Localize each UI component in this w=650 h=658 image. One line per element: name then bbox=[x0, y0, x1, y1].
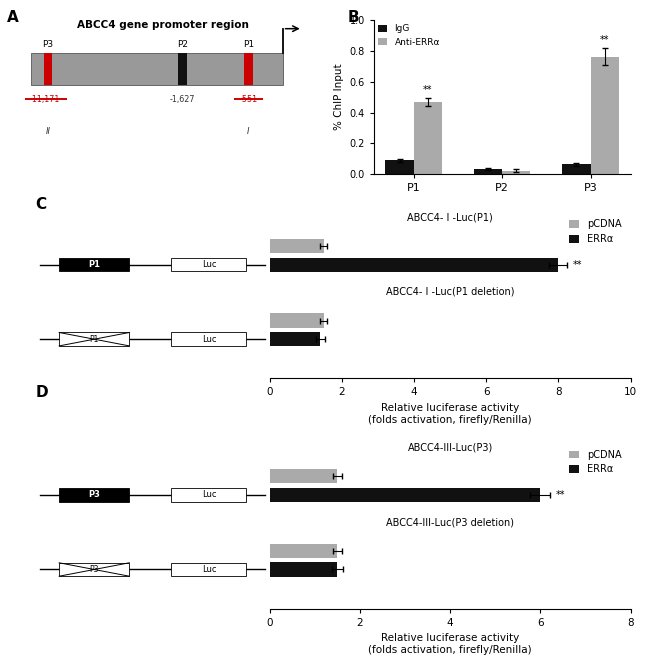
Text: **: ** bbox=[556, 490, 565, 500]
Text: Luc: Luc bbox=[202, 565, 216, 574]
Bar bbox=[270, 544, 337, 558]
Bar bbox=[178, 53, 187, 85]
Bar bbox=[172, 563, 246, 576]
Text: -551: -551 bbox=[239, 95, 257, 104]
Bar bbox=[270, 563, 337, 576]
Text: **: ** bbox=[423, 85, 433, 95]
Bar bbox=[591, 57, 619, 174]
Text: -1,627: -1,627 bbox=[170, 95, 195, 104]
Bar bbox=[385, 161, 413, 174]
Text: P1: P1 bbox=[242, 40, 254, 49]
Bar bbox=[172, 488, 246, 501]
Text: P3: P3 bbox=[88, 490, 100, 499]
Text: A: A bbox=[6, 10, 18, 25]
Text: P2: P2 bbox=[177, 40, 188, 49]
Bar bbox=[172, 332, 246, 346]
Bar bbox=[270, 257, 558, 272]
Text: ABCC4-III-Luc(P3): ABCC4-III-Luc(P3) bbox=[408, 443, 493, 453]
Bar bbox=[172, 258, 246, 271]
Text: Luc: Luc bbox=[202, 335, 216, 343]
Text: ABCC4 gene promoter region: ABCC4 gene promoter region bbox=[77, 20, 248, 30]
X-axis label: Relative luciferase activity
(folds activation, firefly/Renilla): Relative luciferase activity (folds acti… bbox=[369, 633, 532, 655]
Bar bbox=[270, 313, 324, 328]
Bar bbox=[270, 488, 540, 502]
Bar bbox=[270, 239, 324, 253]
Text: D: D bbox=[36, 385, 48, 400]
Text: P1: P1 bbox=[88, 260, 100, 269]
Legend: pCDNA, ERRα: pCDNA, ERRα bbox=[565, 445, 626, 478]
Text: C: C bbox=[36, 197, 47, 213]
Text: Luc: Luc bbox=[202, 490, 216, 499]
Bar bbox=[270, 332, 320, 346]
Bar bbox=[562, 164, 591, 174]
Text: P3: P3 bbox=[90, 565, 99, 574]
Bar bbox=[413, 102, 442, 174]
Bar bbox=[474, 169, 502, 174]
Text: I: I bbox=[247, 127, 250, 136]
Bar bbox=[59, 258, 129, 271]
Bar bbox=[59, 488, 129, 501]
Bar bbox=[44, 53, 53, 85]
Bar bbox=[31, 53, 283, 85]
Bar bbox=[59, 563, 129, 576]
Text: ABCC4- I -Luc(P1 deletion): ABCC4- I -Luc(P1 deletion) bbox=[386, 287, 514, 297]
Bar bbox=[502, 170, 530, 174]
Text: P3: P3 bbox=[42, 40, 54, 49]
Text: ABCC4- I -Luc(P1): ABCC4- I -Luc(P1) bbox=[408, 213, 493, 222]
Text: Luc: Luc bbox=[202, 260, 216, 269]
Text: ABCC4-III-Luc(P3 deletion): ABCC4-III-Luc(P3 deletion) bbox=[386, 517, 514, 527]
X-axis label: Relative luciferase activity
(folds activation, firefly/Renilla): Relative luciferase activity (folds acti… bbox=[369, 403, 532, 424]
Text: II: II bbox=[46, 127, 51, 136]
Text: P1: P1 bbox=[90, 335, 99, 343]
Legend: IgG, Anti-ERRα: IgG, Anti-ERRα bbox=[378, 24, 440, 47]
Text: B: B bbox=[348, 10, 359, 25]
Text: **: ** bbox=[600, 36, 610, 45]
Bar bbox=[244, 53, 253, 85]
Bar bbox=[270, 469, 337, 484]
Y-axis label: % ChIP Input: % ChIP Input bbox=[334, 64, 344, 130]
Bar bbox=[59, 332, 129, 346]
Text: **: ** bbox=[573, 260, 582, 270]
Legend: pCDNA, ERRα: pCDNA, ERRα bbox=[565, 215, 626, 248]
Text: -11,171: -11,171 bbox=[30, 95, 60, 104]
